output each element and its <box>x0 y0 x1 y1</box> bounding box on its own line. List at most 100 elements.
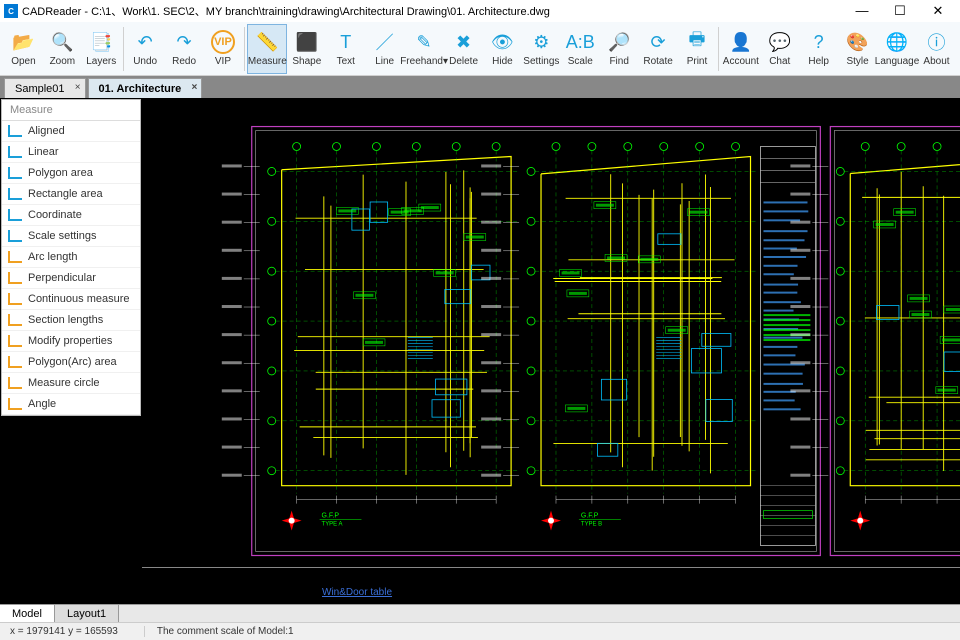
measure-icon <box>8 335 22 347</box>
measure-item-label: Rectangle area <box>28 188 103 200</box>
toolbar-zoom-button[interactable]: 🔍Zoom <box>43 24 82 74</box>
language-label: Language <box>875 56 920 67</box>
toolbar-account-button[interactable]: 👤Account <box>721 24 760 74</box>
hide-label: Hide <box>492 56 513 67</box>
measure-icon <box>8 398 22 410</box>
style-label: Style <box>846 56 868 67</box>
settings-icon: ⚙ <box>529 30 553 54</box>
toolbar-print-button[interactable]: 🖶Print <box>678 24 717 74</box>
measure-item-angle[interactable]: Angle <box>2 394 140 415</box>
measure-icon <box>8 314 22 326</box>
close-button[interactable]: ✕ <box>928 3 948 19</box>
toolbar-find-button[interactable]: 🔎 Find <box>600 24 639 74</box>
measure-item-measure-circle[interactable]: Measure circle <box>2 373 140 394</box>
measure-item-label: Measure circle <box>28 377 100 389</box>
win-door-table-link[interactable]: Win&Door table <box>322 587 392 598</box>
measure-item-label: Angle <box>28 398 56 410</box>
delete-icon: ✖ <box>452 30 476 54</box>
toolbar-scale-button[interactable]: A:B Scale <box>561 24 600 74</box>
measure-item-arc-length[interactable]: Arc length <box>2 247 140 268</box>
settings-label: Settings <box>523 56 559 67</box>
find-label: Find <box>609 56 628 67</box>
doc-tab-close-1[interactable]: × <box>191 82 197 93</box>
toolbar-rotate-button[interactable]: ⟳Rotate <box>639 24 678 74</box>
undo-icon: ↶ <box>133 30 157 54</box>
rotate-icon: ⟳ <box>646 30 670 54</box>
svg-text:G.F.P: G.F.P <box>581 513 599 520</box>
measure-icon <box>8 251 22 263</box>
svg-text:G.F.P: G.F.P <box>322 513 340 520</box>
cad-canvas[interactable]: G.F.PTYPE AG.F.PTYPE B Win&Door table <box>142 98 960 604</box>
account-icon: 👤 <box>729 30 753 54</box>
layers-icon: 📑 <box>89 30 113 54</box>
text-label: Text <box>337 56 355 67</box>
doc-tab-0[interactable]: Sample01× <box>4 78 86 98</box>
help-icon: ? <box>807 30 831 54</box>
toolbar-measure-button[interactable]: 📏Measure <box>247 24 287 74</box>
layout-tab-layout1[interactable]: Layout1 <box>55 605 119 622</box>
toolbar-language-button[interactable]: 🌐Language <box>877 24 917 74</box>
toolbar-help-button[interactable]: ?Help <box>799 24 838 74</box>
vip-label: VIP <box>215 56 231 67</box>
toolbar-about-button[interactable]: ⓘAbout <box>917 24 956 74</box>
toolbar-delete-button[interactable]: ✖Delete <box>444 24 483 74</box>
measure-item-polygon-area[interactable]: Polygon area <box>2 163 140 184</box>
style-icon: 🎨 <box>846 30 870 54</box>
toolbar-text-button[interactable]: T Text <box>326 24 365 74</box>
measure-item-label: Aligned <box>28 125 65 137</box>
measure-item-aligned[interactable]: Aligned <box>2 121 140 142</box>
measure-icon: 📏 <box>255 30 279 54</box>
toolbar-redo-button[interactable]: ↷Redo <box>165 24 204 74</box>
undo-label: Undo <box>133 56 157 67</box>
open-icon: 📂 <box>11 30 35 54</box>
measure-item-label: Modify properties <box>28 335 112 347</box>
toolbar-layers-button[interactable]: 📑Layers <box>82 24 121 74</box>
doc-tab-1[interactable]: 01. Architecture× <box>88 78 203 98</box>
measure-icon <box>8 272 22 284</box>
find-icon: 🔎 <box>607 30 631 54</box>
measure-item-label: Coordinate <box>28 209 82 221</box>
layout-tabs: ModelLayout1 <box>0 604 960 622</box>
toolbar-freehand-button[interactable]: ✎Freehand▾ <box>404 24 444 74</box>
measure-item-modify-properties[interactable]: Modify properties <box>2 331 140 352</box>
measure-item-perpendicular[interactable]: Perpendicular <box>2 268 140 289</box>
toolbar-open-button[interactable]: 📂 Open <box>4 24 43 74</box>
measure-item-scale-settings[interactable]: Scale settings <box>2 226 140 247</box>
measure-item-continuous-measure[interactable]: Continuous measure <box>2 289 140 310</box>
shape-label: Shape <box>292 56 321 67</box>
maximize-button[interactable]: ☐ <box>890 3 910 19</box>
doc-tab-close-0[interactable]: × <box>75 82 81 93</box>
layout-tab-model[interactable]: Model <box>0 605 55 622</box>
measure-panel-title: Measure <box>2 100 140 121</box>
open-label: Open <box>11 56 35 67</box>
toolbar-undo-button[interactable]: ↶ Undo <box>126 24 165 74</box>
toolbar-style-button[interactable]: 🎨 Style <box>838 24 877 74</box>
text-icon: T <box>334 30 358 54</box>
toolbar-chat-button[interactable]: 💬Chat <box>760 24 799 74</box>
measure-item-coordinate[interactable]: Coordinate <box>2 205 140 226</box>
line-icon: ／ <box>373 30 397 54</box>
toolbar-line-button[interactable]: ／Line <box>365 24 404 74</box>
measure-item-rectangle-area[interactable]: Rectangle area <box>2 184 140 205</box>
measure-icon <box>8 230 22 242</box>
measure-item-label: Continuous measure <box>28 293 130 305</box>
window-title: CADReader - C:\1、Work\1. SEC\2、MY branch… <box>22 3 550 19</box>
zoom-icon: 🔍 <box>50 30 74 54</box>
measure-item-polygon-arc-area[interactable]: Polygon(Arc) area <box>2 352 140 373</box>
toolbar-settings-button[interactable]: ⚙ Settings <box>522 24 561 74</box>
toolbar-vip-button[interactable]: VIPVIP <box>204 24 243 74</box>
toolbar-shape-button[interactable]: ⬛ Shape <box>287 24 326 74</box>
measure-item-label: Section lengths <box>28 314 103 326</box>
measure-item-linear[interactable]: Linear <box>2 142 140 163</box>
minimize-button[interactable]: — <box>852 3 872 19</box>
measure-item-section-lengths[interactable]: Section lengths <box>2 310 140 331</box>
title-bar: C CADReader - C:\1、Work\1. SEC\2、MY bran… <box>0 0 960 22</box>
toolbar-hide-button[interactable]: 👁Hide <box>483 24 522 74</box>
measure-icon <box>8 188 22 200</box>
about-icon: ⓘ <box>924 30 948 54</box>
shape-icon: ⬛ <box>295 30 319 54</box>
measure-item-label: Linear <box>28 146 59 158</box>
main-toolbar: 📂 Open 🔍Zoom📑Layers ↶ Undo ↷RedoVIPVIP📏Measur… <box>0 22 960 76</box>
scale-label: Scale <box>568 56 593 67</box>
scale-icon: A:B <box>568 30 592 54</box>
